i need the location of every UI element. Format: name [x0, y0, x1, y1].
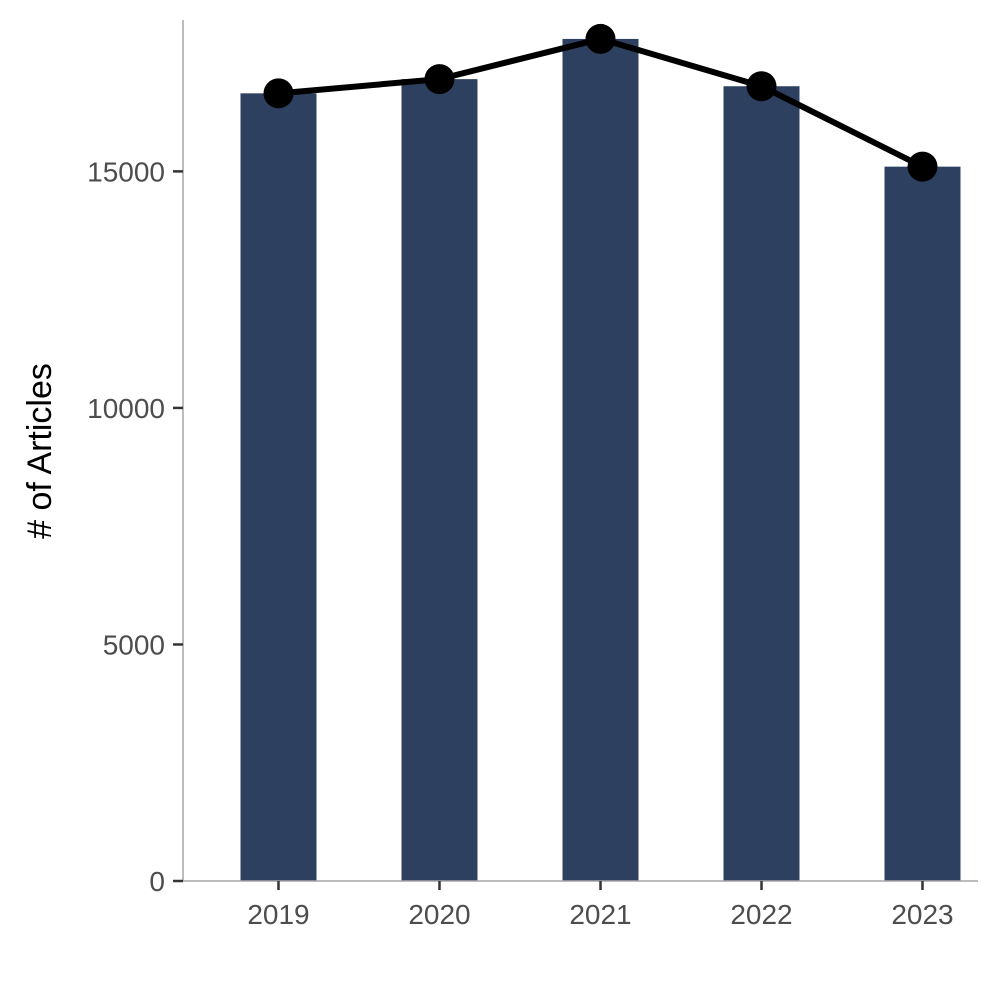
bar-2023 [884, 166, 961, 882]
y-ticks: 0 5000 10000 15000 [87, 156, 183, 897]
point-2023 [907, 151, 938, 182]
x-tick-label-2020: 2020 [408, 899, 470, 930]
x-tick-label-2022: 2022 [730, 899, 792, 930]
bar-2019 [240, 93, 317, 882]
y-tick-label-5000: 5000 [103, 629, 165, 660]
axes-layer [182, 20, 978, 882]
x-tick-label-2023: 2023 [891, 899, 953, 930]
bar-2020 [401, 79, 478, 881]
bar-2022 [723, 86, 800, 881]
y-tick-label-10000: 10000 [87, 393, 165, 424]
x-ticks: 2019 2020 2021 2022 2023 [247, 881, 954, 930]
points-layer [263, 23, 938, 182]
y-axis-title: # of Articles [21, 363, 59, 539]
x-tick-label-2019: 2019 [247, 899, 309, 930]
point-2019 [263, 78, 294, 109]
point-2021 [585, 23, 616, 54]
y-tick-label-0: 0 [149, 866, 165, 897]
bar-2021 [562, 38, 639, 881]
point-2020 [424, 64, 455, 95]
x-tick-label-2021: 2021 [569, 899, 631, 930]
y-tick-label-15000: 15000 [87, 156, 165, 187]
bars-layer [240, 38, 961, 882]
point-2022 [746, 71, 777, 102]
